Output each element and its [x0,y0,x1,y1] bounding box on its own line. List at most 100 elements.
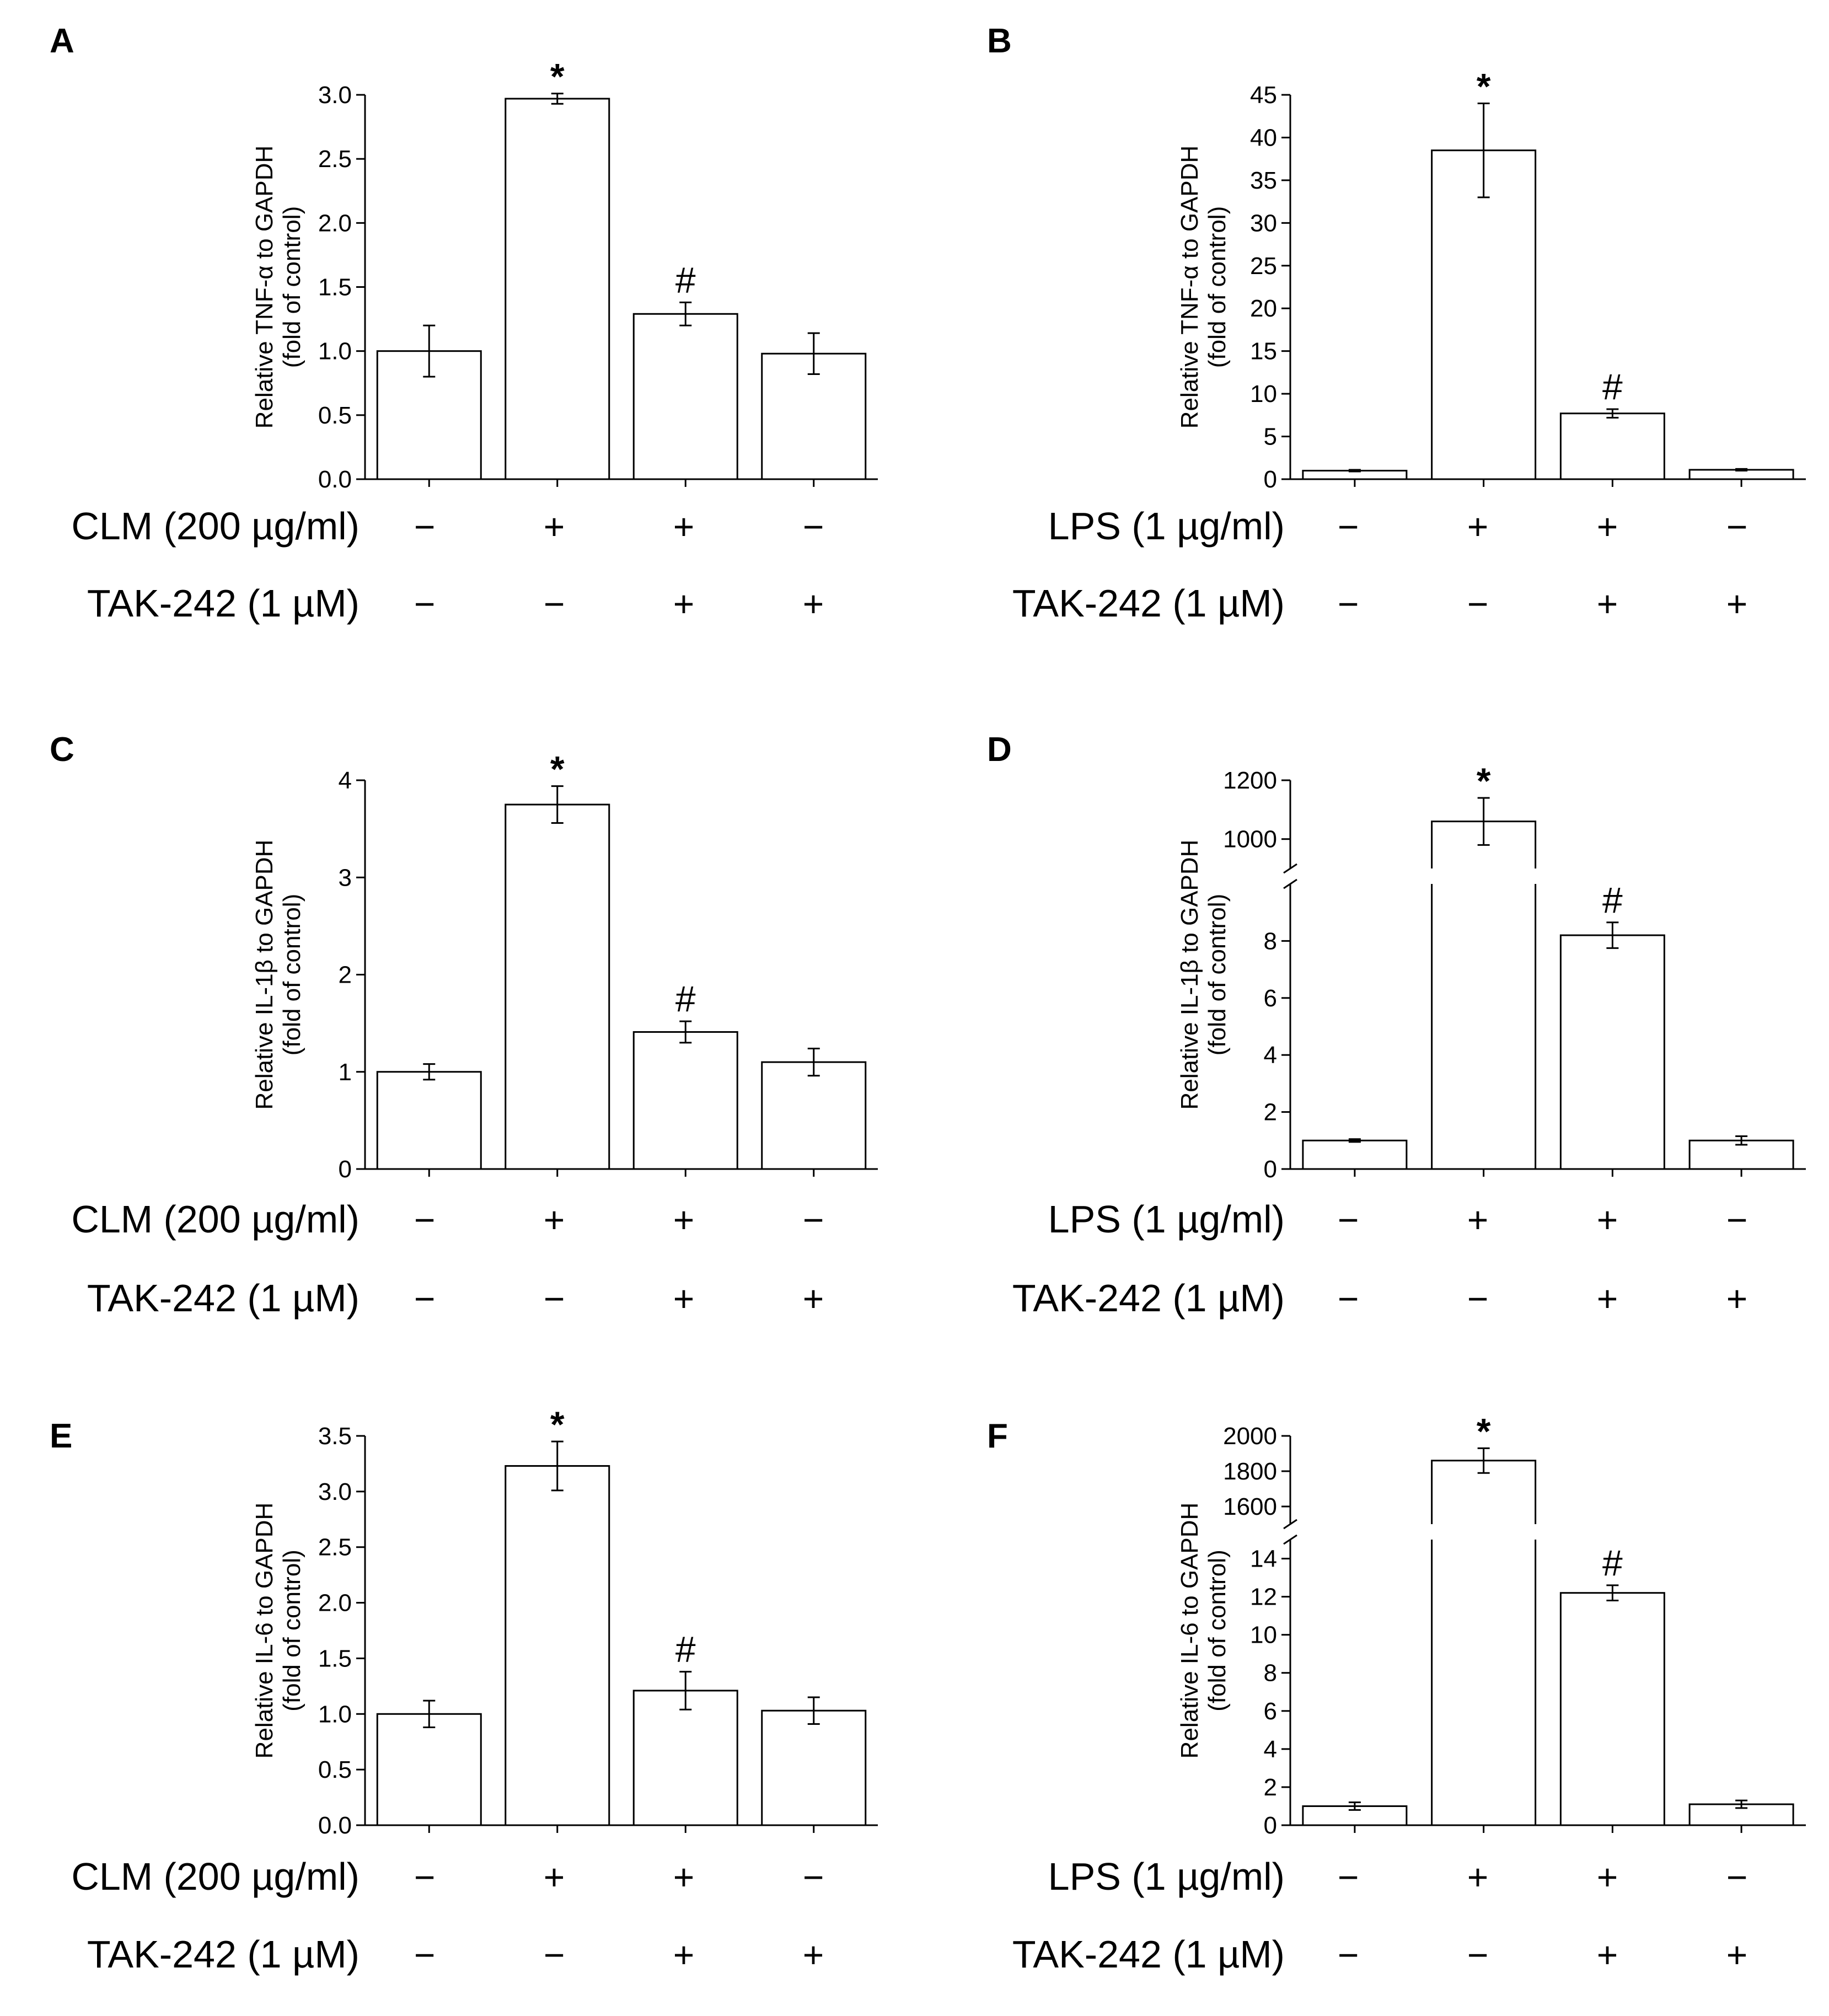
condition-minus: − [1338,1857,1359,1897]
y-axis-label: Relative TNF-α to GAPDH [251,146,278,429]
significance-star: * [550,749,565,790]
condition-label: TAK-242 (1 µM) [1012,1277,1285,1320]
bar [1302,1139,1408,1170]
condition-label: TAK-242 (1 µM) [1012,1933,1285,1976]
panel-a: A 0.0 0.5 1.0 1.5 2.0 2.5 3.0 Relative TNF-α to … [50,22,878,625]
significance-hash: # [1602,366,1623,407]
bar [1431,1540,1537,1826]
y-axis-label: Relative IL-6 to GAPDH [251,1503,278,1759]
condition-plus: + [1467,506,1489,547]
y-tick-label: 15 [1250,338,1277,365]
panel-e: E 0.0 0.5 1.0 1.5 2.0 2.5 3.0 3.5 Relative IL-6 t… [50,1404,878,1976]
bar [376,1071,482,1170]
y-tick-label: 2.0 [318,1590,352,1617]
y-axis-label: Relative IL-1β to GAPDH [251,840,278,1110]
condition-plus: + [1597,1199,1618,1240]
y-tick-label: 0.5 [318,1756,352,1783]
bar [1559,412,1665,480]
bar [632,1690,738,1826]
condition-plus: + [1597,1278,1618,1319]
y-tick-label: 1800 [1223,1458,1277,1485]
panel-d: D 0 2 4 6 8 1000 1200 Relative IL-1β to GAPDH (fo… [987,731,1806,1320]
y-tick-label: 1000 [1223,826,1277,853]
y-tick-label: 1600 [1223,1493,1277,1520]
y-tick-label: 40 [1250,124,1277,151]
y-tick-label: 1 [339,1059,352,1086]
y-tick-label: 1200 [1223,767,1277,794]
condition-plus: + [544,1199,565,1240]
panel-letter: F [987,1417,1008,1455]
condition-plus: + [1597,1934,1618,1975]
condition-minus: − [1726,506,1748,547]
y-tick-label: 4 [1264,1042,1277,1069]
y-tick-label: 2 [1264,1774,1277,1801]
condition-label: TAK-242 (1 µM) [87,582,360,625]
y-axis-label: Relative IL-6 to GAPDH [1176,1503,1203,1759]
significance-star: * [550,1404,565,1445]
condition-plus: + [803,1278,824,1319]
panel-letter: E [50,1417,72,1455]
condition-minus: − [1338,1278,1359,1319]
condition-minus: − [1338,506,1359,547]
condition-minus: − [414,1934,436,1975]
y-tick-label: 0 [1264,1156,1277,1183]
y-tick-label: 6 [1264,1698,1277,1725]
y-tick-label: 25 [1250,253,1277,280]
condition-plus: + [1597,583,1618,624]
y-tick-label: 30 [1250,210,1277,237]
y-tick-label: 0.5 [318,402,352,429]
y-tick-label: 4 [339,767,352,794]
y-tick-label: 8 [1264,927,1277,955]
condition-minus: − [414,506,436,547]
panel-b: B 0 5 10 15 20 25 30 35 40 45 Relative TNF-α to GAP… [987,22,1806,625]
condition-label: CLM (200 µg/ml) [71,1855,360,1898]
condition-plus: + [673,1934,695,1975]
bar [376,1713,482,1826]
y-tick-label: 12 [1250,1584,1277,1611]
condition-plus: + [1597,506,1618,547]
bar [1559,1592,1665,1826]
y-axis-label-sub: (fold of control) [1204,1549,1231,1711]
panel-c: C 0 1 2 3 4 Relative IL-1β to GAPDH (fold of co… [50,731,878,1320]
condition-plus: + [544,1857,565,1897]
condition-label: LPS (1 µg/ml) [1048,1855,1285,1898]
y-tick-label: 2000 [1223,1423,1277,1450]
condition-minus: − [1467,583,1489,624]
condition-label: LPS (1 µg/ml) [1048,505,1285,548]
axis-break-mark [1283,863,1297,874]
y-tick-label: 6 [1264,985,1277,1012]
y-tick-label: 10 [1250,380,1277,408]
condition-plus: + [673,583,695,624]
y-tick-label: 14 [1250,1546,1277,1573]
condition-minus: − [414,1199,436,1240]
y-tick-label: 0 [339,1156,352,1183]
y-tick-label: 5 [1264,423,1277,451]
condition-plus: + [1467,1857,1489,1897]
y-tick-label: 1.0 [318,338,352,365]
bar [1431,884,1537,1170]
y-tick-label: 8 [1264,1660,1277,1687]
y-axis-label: Relative IL-1β to GAPDH [1176,840,1203,1110]
y-axis-label-sub: (fold of control) [1204,894,1231,1055]
condition-plus: + [673,1278,695,1319]
significance-star: * [1477,66,1491,106]
condition-minus: − [803,506,824,547]
y-tick-label: 45 [1250,82,1277,109]
condition-minus: − [1338,1934,1359,1975]
y-tick-label: 0 [1264,1812,1277,1839]
axis-break-mark [1283,1519,1297,1530]
y-tick-label: 1.5 [318,274,352,301]
condition-minus: − [544,583,565,624]
condition-label: CLM (200 µg/ml) [71,505,360,548]
condition-plus: + [803,583,824,624]
condition-plus: + [1726,1278,1748,1319]
condition-minus: − [1467,1278,1489,1319]
condition-label: TAK-242 (1 µM) [1012,582,1285,625]
bar [505,98,610,480]
y-tick-label: 0.0 [318,466,352,493]
condition-plus: + [1597,1857,1618,1897]
y-axis-label: Relative TNF-α to GAPDH [1176,146,1203,429]
condition-plus: + [673,1857,695,1897]
y-tick-label: 0 [1264,466,1277,493]
panel-letter: B [987,22,1012,60]
